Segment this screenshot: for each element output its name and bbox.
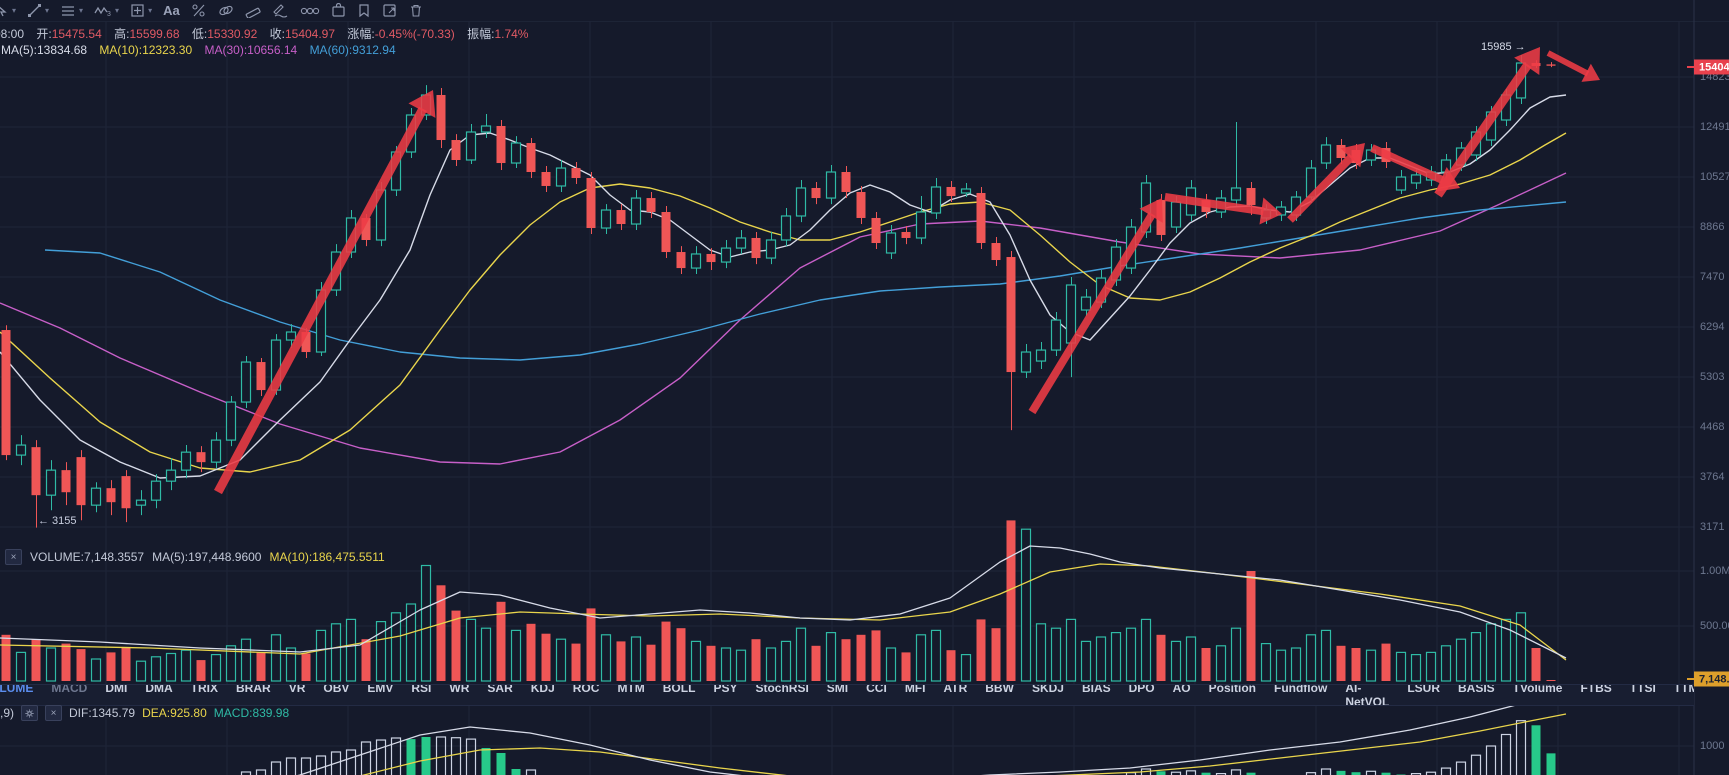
- tab-roc[interactable]: ROC: [572, 684, 600, 695]
- tab-tvolume[interactable]: TVolume: [1512, 684, 1563, 695]
- tab-dma[interactable]: DMA: [145, 684, 173, 695]
- chevron-down-icon: ▾: [148, 5, 153, 15]
- tab-basis[interactable]: BASIS: [1457, 684, 1495, 695]
- tab-obv[interactable]: OBV: [323, 684, 350, 695]
- grid-pattern-tool[interactable]: ▾: [130, 3, 152, 18]
- eraser-tool[interactable]: [191, 3, 207, 18]
- text-tool[interactable]: Aa: [163, 3, 180, 18]
- tab-boll[interactable]: BOLL: [662, 684, 696, 695]
- tab-stochrsi[interactable]: StochRSI: [755, 684, 809, 695]
- close-icon[interactable]: ×: [5, 549, 22, 565]
- brush-tool[interactable]: [272, 3, 289, 18]
- tab-ai-netvol[interactable]: AI-NetVOL: [1345, 684, 1390, 706]
- tab-ao[interactable]: AO: [1172, 684, 1191, 695]
- lock-tool[interactable]: [331, 3, 346, 18]
- tab-bbw[interactable]: BBW: [985, 684, 1014, 695]
- tab-vr[interactable]: VR: [288, 684, 306, 695]
- tab-sar[interactable]: SAR: [487, 684, 513, 695]
- tab-volume[interactable]: VOLUME: [0, 684, 34, 695]
- tab-ftbs[interactable]: FTBS: [1580, 684, 1612, 695]
- gear-icon[interactable]: [21, 705, 39, 721]
- chevron-down-icon: ▾: [12, 5, 17, 15]
- tab-position[interactable]: Position: [1208, 684, 1256, 695]
- tab-kdj[interactable]: KDJ: [530, 684, 555, 695]
- indicator-tab-bar: VOLUME MACD DMI DMA TRIX BRAR VR OBV EMV RSI WR SAR…: [0, 684, 1694, 706]
- close-icon[interactable]: ×: [45, 705, 63, 721]
- tab-fundflow[interactable]: Fundflow: [1273, 684, 1328, 695]
- parallel-lines-tool[interactable]: ▾: [60, 3, 83, 18]
- indicator-tabs: VOLUME MACD DMI DMA TRIX BRAR VR OBV EMV RSI WR SAR…: [0, 684, 1694, 706]
- chevron-down-icon: ▾: [45, 5, 50, 15]
- tab-macd[interactable]: MACD: [51, 684, 88, 695]
- tab-lsur[interactable]: LSUR: [1407, 684, 1440, 695]
- tab-rsi[interactable]: RSI: [411, 684, 432, 695]
- screenshot-tool[interactable]: [382, 3, 398, 18]
- tab-wr[interactable]: WR: [449, 684, 470, 695]
- ruler-tool[interactable]: [245, 3, 261, 18]
- tab-ttsi[interactable]: TTSI: [1629, 684, 1656, 695]
- bookmark-tool[interactable]: [357, 3, 371, 18]
- tab-brar[interactable]: BRAR: [236, 684, 271, 695]
- tab-trix[interactable]: TRIX: [190, 684, 219, 695]
- magnet-tool[interactable]: [300, 3, 320, 18]
- tab-dmi[interactable]: DMI: [105, 684, 128, 695]
- trend-line-tool[interactable]: ▾: [27, 3, 49, 18]
- tab-emv[interactable]: EMV: [367, 684, 394, 695]
- drawing-toolbar: ▾ ▾ ▾ 3 ▾ ▾ Aa: [0, 0, 1729, 22]
- tab-smi[interactable]: SMI: [826, 684, 849, 695]
- trash-tool[interactable]: [409, 3, 423, 18]
- chevron-down-icon: ▾: [115, 5, 120, 15]
- tab-mtm[interactable]: MTM: [617, 684, 645, 695]
- tab-mfi[interactable]: MFI: [904, 684, 926, 695]
- tab-cci[interactable]: CCI: [866, 684, 887, 695]
- pointer-tool[interactable]: ▾: [0, 3, 16, 18]
- wave-tool[interactable]: 3 ▾: [94, 3, 119, 18]
- tab-atr[interactable]: ATR: [943, 684, 968, 695]
- tab-bias[interactable]: BIAS: [1081, 684, 1111, 695]
- tab-skdj[interactable]: SKDJ: [1031, 684, 1064, 695]
- tab-dpo[interactable]: DPO: [1128, 684, 1155, 695]
- tab-ttmu[interactable]: TTMU: [1673, 684, 1694, 695]
- tab-psy[interactable]: PSY: [713, 684, 738, 695]
- link-tool[interactable]: [218, 3, 234, 18]
- chevron-down-icon: ▾: [79, 5, 84, 15]
- svg-text:3: 3: [107, 11, 111, 18]
